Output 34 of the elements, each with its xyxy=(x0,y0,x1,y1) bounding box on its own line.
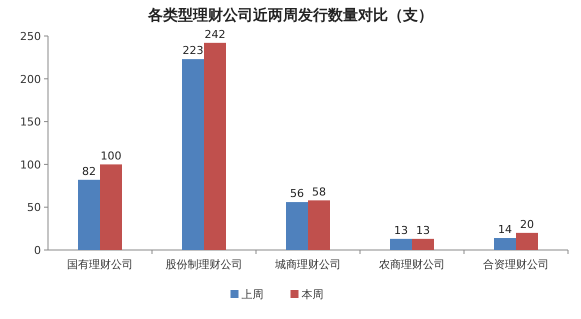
bar xyxy=(494,238,516,250)
data-label: 20 xyxy=(520,218,534,231)
bar xyxy=(78,180,100,250)
data-label: 242 xyxy=(204,28,226,41)
x-tick-label: 股份制理财公司 xyxy=(166,258,242,271)
bar xyxy=(286,202,308,250)
bar xyxy=(182,59,204,250)
bar xyxy=(204,42,226,250)
y-tick-label: 250 xyxy=(20,30,41,43)
y-tick-label: 200 xyxy=(20,72,41,86)
bar xyxy=(516,232,538,250)
y-tick-label: 50 xyxy=(27,201,41,214)
x-tick-label: 合资理财公司 xyxy=(483,258,549,271)
y-tick-label: 100 xyxy=(20,158,41,172)
x-tick-label: 国有理财公司 xyxy=(67,258,133,271)
bar xyxy=(100,164,122,250)
data-label: 223 xyxy=(182,44,204,58)
bar xyxy=(390,238,412,250)
data-label: 58 xyxy=(312,185,326,198)
data-label: 14 xyxy=(498,223,512,236)
data-label: 100 xyxy=(100,149,122,162)
legend-label: 上周 xyxy=(242,288,264,301)
data-label: 13 xyxy=(394,224,408,237)
data-label: 56 xyxy=(290,187,304,200)
y-tick-label: 150 xyxy=(20,116,41,129)
y-tick-label: 0 xyxy=(34,244,41,257)
chart-title: 各类型理财公司近两周发行数量对比（支） xyxy=(147,6,433,24)
x-tick-label: 城商理财公司 xyxy=(274,258,341,271)
bar xyxy=(308,200,330,250)
legend-label: 本周 xyxy=(302,288,324,301)
bar xyxy=(412,238,434,250)
data-label: 82 xyxy=(82,164,96,178)
data-label: 13 xyxy=(416,224,430,237)
x-tick-label: 农商理财公司 xyxy=(379,258,445,271)
